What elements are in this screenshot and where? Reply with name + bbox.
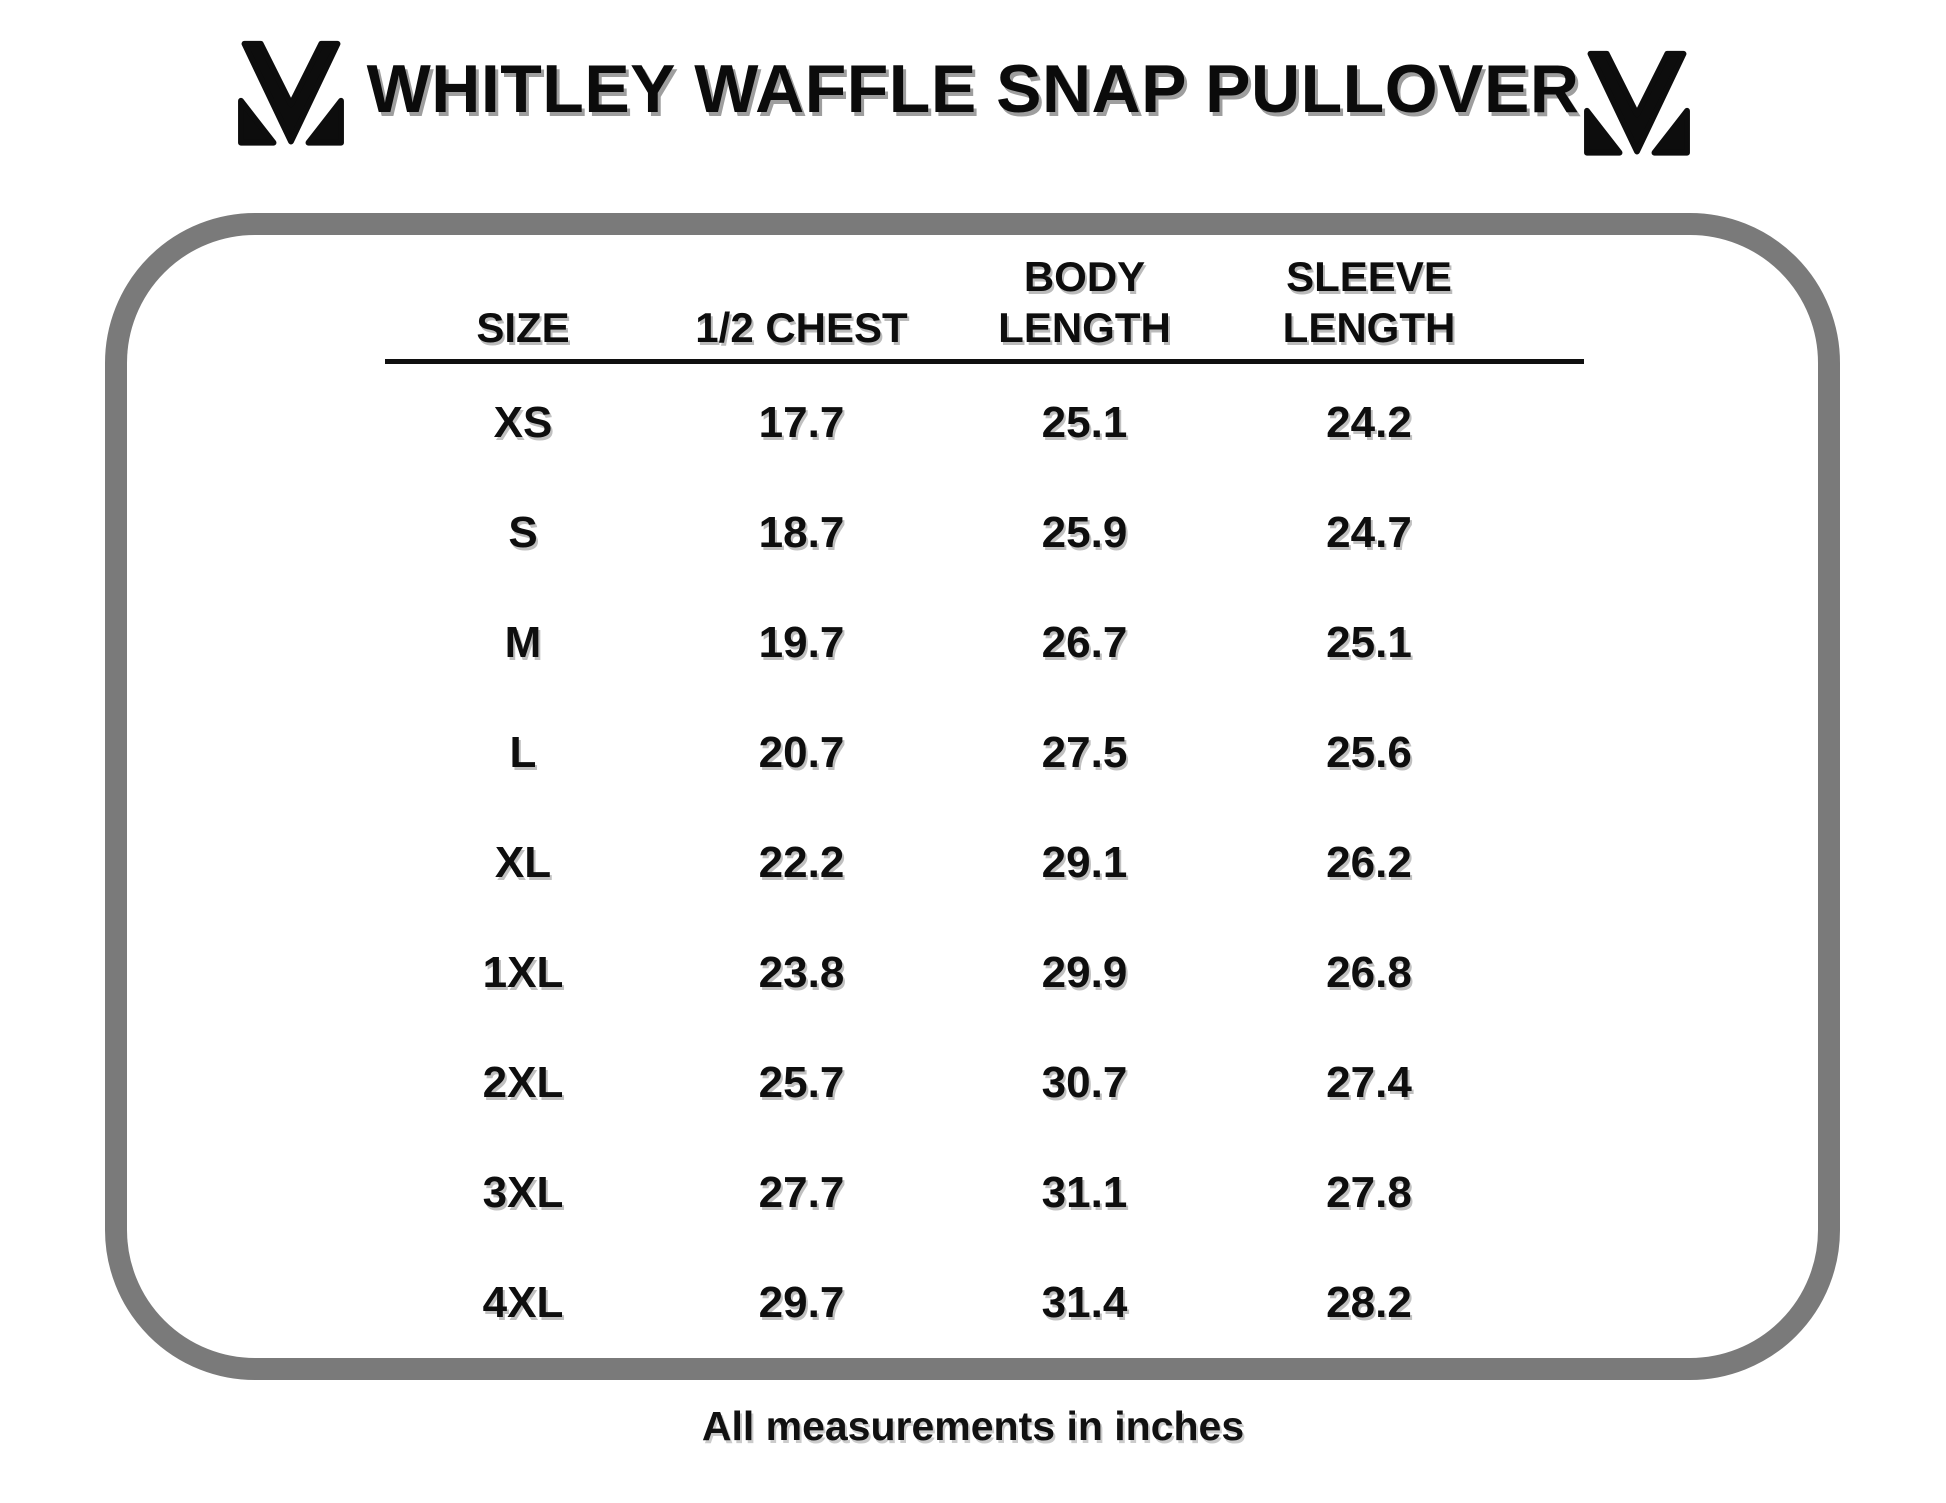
sleeve-length-cell: 26.8 bbox=[1326, 948, 1412, 997]
half-chest-cell: 27.7 bbox=[758, 1168, 845, 1217]
size-cell: 1XL bbox=[482, 948, 564, 997]
size-cell: 2XL bbox=[482, 1058, 564, 1107]
body-length-cell: 30.7 bbox=[1041, 1058, 1128, 1107]
brand-m-logo-icon bbox=[227, 36, 355, 154]
half-chest-cell: 23.8 bbox=[758, 948, 845, 997]
table-header-row: SIZE 1/2 CHEST BODY LENGTH SLEEVE LENGTH bbox=[385, 249, 1584, 353]
sleeve-length-cell: 27.8 bbox=[1326, 1168, 1412, 1217]
half-chest-cell: 29.7 bbox=[758, 1278, 845, 1327]
sleeve-length-cell: 26.2 bbox=[1326, 838, 1412, 887]
sleeve-length-cell: 24.7 bbox=[1326, 508, 1412, 557]
column-header-sleeve-length: SLEEVE LENGTH bbox=[1282, 252, 1456, 351]
size-cell: 4XL bbox=[482, 1278, 564, 1327]
body-length-cell: 29.9 bbox=[1041, 948, 1128, 997]
size-cell: 3XL bbox=[482, 1168, 564, 1217]
size-chart-table: SIZE 1/2 CHEST BODY LENGTH SLEEVE LENGTH… bbox=[385, 249, 1584, 1358]
body-length-cell: 27.5 bbox=[1041, 728, 1128, 777]
brand-header: WHITLEY WAFFLE SNAP PULLOVER bbox=[0, 0, 1946, 185]
body-length-cell: 26.7 bbox=[1041, 618, 1128, 667]
half-chest-cell: 25.7 bbox=[758, 1058, 845, 1107]
half-chest-cell: 18.7 bbox=[758, 508, 845, 557]
table-row: M 19.7 26.7 25.1 bbox=[385, 588, 1584, 698]
table-row: XS 17.7 25.1 24.2 bbox=[385, 368, 1584, 478]
body-length-cell: 25.1 bbox=[1041, 398, 1128, 447]
sleeve-length-cell: 27.4 bbox=[1326, 1058, 1412, 1107]
brand-m-logo-icon bbox=[1573, 46, 1701, 164]
page-title: WHITLEY WAFFLE SNAP PULLOVER bbox=[366, 51, 1580, 127]
size-cell: L bbox=[509, 728, 537, 777]
half-chest-cell: 20.7 bbox=[758, 728, 845, 777]
body-length-cell: 31.4 bbox=[1041, 1278, 1128, 1327]
body-length-cell: 31.1 bbox=[1041, 1168, 1128, 1217]
table-row: XL 22.2 29.1 26.2 bbox=[385, 808, 1584, 918]
half-chest-cell: 17.7 bbox=[758, 398, 845, 447]
size-cell: S bbox=[508, 508, 538, 557]
size-chart-panel: SIZE 1/2 CHEST BODY LENGTH SLEEVE LENGTH… bbox=[105, 213, 1840, 1380]
column-header-half-chest: 1/2 CHEST bbox=[695, 303, 908, 351]
body-length-cell: 29.1 bbox=[1041, 838, 1128, 887]
table-row: 4XL 29.7 31.4 28.2 bbox=[385, 1248, 1584, 1358]
half-chest-cell: 19.7 bbox=[758, 618, 845, 667]
size-cell: XS bbox=[493, 398, 553, 447]
sleeve-length-cell: 25.6 bbox=[1326, 728, 1412, 777]
size-cell: M bbox=[504, 618, 542, 667]
table-row: 1XL 23.8 29.9 26.8 bbox=[385, 918, 1584, 1028]
table-row: 3XL 27.7 31.1 27.8 bbox=[385, 1138, 1584, 1248]
body-length-cell: 25.9 bbox=[1041, 508, 1128, 557]
table-row: L 20.7 27.5 25.6 bbox=[385, 698, 1584, 808]
measurement-note: All measurements in inches bbox=[701, 1403, 1245, 1449]
table-row: S 18.7 25.9 24.7 bbox=[385, 478, 1584, 588]
column-header-body-length: BODY LENGTH bbox=[998, 252, 1171, 351]
size-cell: XL bbox=[494, 838, 552, 887]
table-row: 2XL 25.7 30.7 27.4 bbox=[385, 1028, 1584, 1138]
table-body: XS 17.7 25.1 24.2 S 18.7 25.9 24.7 M 19.… bbox=[385, 368, 1584, 1358]
sleeve-length-cell: 25.1 bbox=[1326, 618, 1412, 667]
half-chest-cell: 22.2 bbox=[758, 838, 845, 887]
sleeve-length-cell: 24.2 bbox=[1326, 398, 1412, 447]
sleeve-length-cell: 28.2 bbox=[1326, 1278, 1412, 1327]
header-divider bbox=[385, 359, 1584, 364]
column-header-size: SIZE bbox=[476, 303, 570, 351]
